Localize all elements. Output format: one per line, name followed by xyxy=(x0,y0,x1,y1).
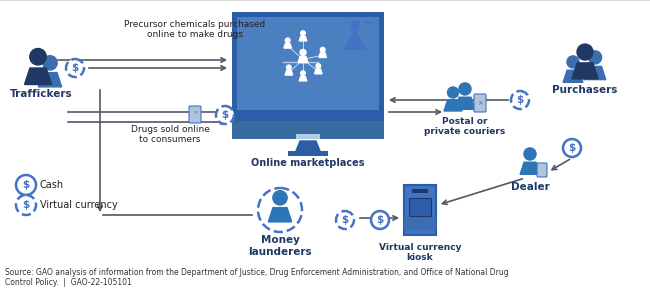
Circle shape xyxy=(66,59,84,77)
Polygon shape xyxy=(455,97,475,109)
FancyBboxPatch shape xyxy=(409,198,431,216)
Circle shape xyxy=(285,38,290,43)
Text: Cash: Cash xyxy=(40,180,64,190)
Polygon shape xyxy=(299,36,307,41)
Text: ×: × xyxy=(477,100,483,106)
Text: Money
launderers: Money launderers xyxy=(248,235,312,257)
Circle shape xyxy=(273,191,287,205)
Polygon shape xyxy=(520,162,540,174)
Polygon shape xyxy=(584,66,606,80)
FancyBboxPatch shape xyxy=(288,151,328,156)
Circle shape xyxy=(316,64,320,68)
FancyBboxPatch shape xyxy=(351,21,359,31)
Polygon shape xyxy=(285,70,293,75)
Text: Precursor chemicals purchased
online to make drugs: Precursor chemicals purchased online to … xyxy=(124,20,266,39)
Text: ✂: ✂ xyxy=(364,18,374,30)
Text: $: $ xyxy=(222,110,229,120)
Circle shape xyxy=(16,175,36,195)
Polygon shape xyxy=(444,100,462,111)
Text: $: $ xyxy=(341,215,348,225)
Circle shape xyxy=(371,211,389,229)
Polygon shape xyxy=(572,63,598,79)
Text: $: $ xyxy=(72,63,79,73)
Text: $: $ xyxy=(22,200,30,210)
Text: Drugs sold online
to consumers: Drugs sold online to consumers xyxy=(131,125,209,145)
Polygon shape xyxy=(319,53,326,58)
FancyBboxPatch shape xyxy=(232,12,384,123)
Circle shape xyxy=(287,65,291,70)
Circle shape xyxy=(301,31,305,36)
Circle shape xyxy=(43,56,57,70)
FancyBboxPatch shape xyxy=(474,94,486,112)
Polygon shape xyxy=(343,30,367,50)
Circle shape xyxy=(336,211,354,229)
FancyBboxPatch shape xyxy=(412,189,428,193)
Polygon shape xyxy=(299,76,307,81)
Circle shape xyxy=(511,91,529,109)
FancyBboxPatch shape xyxy=(404,217,436,230)
Circle shape xyxy=(447,87,458,98)
Text: $: $ xyxy=(376,215,384,225)
Text: Virtual currency
kiosk: Virtual currency kiosk xyxy=(379,243,462,263)
Circle shape xyxy=(577,44,593,60)
Polygon shape xyxy=(38,73,62,87)
Circle shape xyxy=(16,195,36,215)
FancyBboxPatch shape xyxy=(189,106,201,123)
FancyBboxPatch shape xyxy=(232,121,384,139)
Text: Postal or
private couriers: Postal or private couriers xyxy=(424,117,506,136)
FancyBboxPatch shape xyxy=(537,163,547,177)
Polygon shape xyxy=(25,68,51,84)
Text: Purchasers: Purchasers xyxy=(552,85,618,95)
Circle shape xyxy=(524,148,536,160)
Polygon shape xyxy=(563,70,583,82)
Circle shape xyxy=(30,48,46,65)
Text: $: $ xyxy=(22,180,30,190)
Text: Online marketplaces: Online marketplaces xyxy=(252,158,365,168)
FancyBboxPatch shape xyxy=(404,185,436,235)
Circle shape xyxy=(301,71,305,76)
Text: Traffickers: Traffickers xyxy=(10,89,72,99)
Text: ×: × xyxy=(192,110,198,116)
Polygon shape xyxy=(296,141,320,151)
Circle shape xyxy=(459,83,471,95)
FancyBboxPatch shape xyxy=(296,134,320,139)
Text: Dealer: Dealer xyxy=(511,182,549,192)
Circle shape xyxy=(320,47,325,52)
Circle shape xyxy=(588,51,602,64)
Circle shape xyxy=(300,49,306,55)
Polygon shape xyxy=(298,57,308,63)
FancyBboxPatch shape xyxy=(237,17,379,110)
Text: Source: GAO analysis of information from the Department of Justice, Drug Enforce: Source: GAO analysis of information from… xyxy=(5,268,508,287)
Polygon shape xyxy=(315,69,322,74)
Polygon shape xyxy=(268,208,292,222)
Text: $: $ xyxy=(568,143,576,153)
Text: $: $ xyxy=(516,95,524,105)
Polygon shape xyxy=(284,44,291,48)
Circle shape xyxy=(216,106,234,124)
Circle shape xyxy=(567,56,579,68)
Circle shape xyxy=(563,139,581,157)
Text: Virtual currency: Virtual currency xyxy=(40,200,118,210)
